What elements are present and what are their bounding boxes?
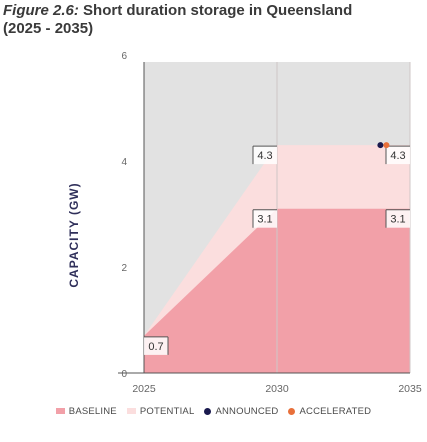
plot-area: 0 2 4 6 2025 2030 2035 0.7 4.3 3.1 4.3 3.1 xyxy=(118,51,422,395)
annotation-label: 3.1 xyxy=(385,209,410,228)
marker-accelerated xyxy=(383,142,390,149)
annotation-box xyxy=(253,146,277,165)
annotation-label: 3.1 xyxy=(252,209,277,228)
legend-swatch xyxy=(204,407,212,415)
y-axis-label: CAPACITY (GW) xyxy=(67,182,81,287)
x-tick-label: 2025 xyxy=(132,383,156,395)
y-tick-label: 2 xyxy=(121,263,127,274)
legend-swatch xyxy=(288,407,296,415)
annotation-box xyxy=(253,209,277,228)
annotation-box xyxy=(386,209,410,228)
legend-item-announced: ANNOUNCED xyxy=(204,406,278,417)
legend-label: BASELINE xyxy=(68,405,117,417)
annotation-bracket xyxy=(252,145,277,165)
annotation-bracket xyxy=(385,145,410,165)
y-tick-label: 4 xyxy=(121,157,127,168)
chart-title: Figure 2.6: Short duration storage in Qu… xyxy=(3,1,423,20)
annotation-text: 4.3 xyxy=(257,150,272,162)
legend-label: ANNOUNCED xyxy=(215,405,279,417)
annotation-text: 0.7 xyxy=(148,341,163,353)
chart-legend: BASELINE POTENTIAL ANNOUNCED ACCELERATED xyxy=(0,400,427,422)
y-tick-label: 6 xyxy=(121,51,127,62)
annotation-label: 0.7 xyxy=(144,336,169,355)
annotation-text: 3.1 xyxy=(390,214,405,226)
annotation-box xyxy=(144,336,168,355)
annotation-label: 4.3 xyxy=(252,145,277,165)
annotation-text: 4.3 xyxy=(390,150,405,162)
x-tick-label: 2035 xyxy=(398,383,422,395)
legend-item-potential: POTENTIAL xyxy=(126,405,195,417)
chart-subtitle: (2025 - 2035) xyxy=(3,20,94,37)
annotation-text: 3.1 xyxy=(257,214,272,226)
figure-label: Figure 2.6: xyxy=(3,2,79,19)
legend-item-accelerated: ACCELERATED xyxy=(288,406,371,417)
legend-label: POTENTIAL xyxy=(139,405,195,417)
chart-canvas: 0 2 4 6 2025 2030 2035 0.7 4.3 3.1 4.3 3.1 CAPACITY… xyxy=(67,51,422,395)
annotation-box xyxy=(386,146,410,165)
legend-item-baseline: BASELINE xyxy=(55,405,117,417)
annotation-bracket xyxy=(144,336,169,355)
annotation-bracket xyxy=(252,209,277,228)
legend-swatch xyxy=(126,408,136,414)
legend-label: ACCELERATED xyxy=(299,405,372,417)
marker-announced xyxy=(377,142,384,149)
figure-title-text: Short duration storage in Queensland xyxy=(83,2,353,19)
x-tick-label: 2030 xyxy=(265,383,289,395)
legend-swatch xyxy=(55,408,65,414)
y-tick-label: 0 xyxy=(121,369,127,380)
annotation-bracket xyxy=(385,209,410,228)
annotation-label: 4.3 xyxy=(385,145,410,165)
